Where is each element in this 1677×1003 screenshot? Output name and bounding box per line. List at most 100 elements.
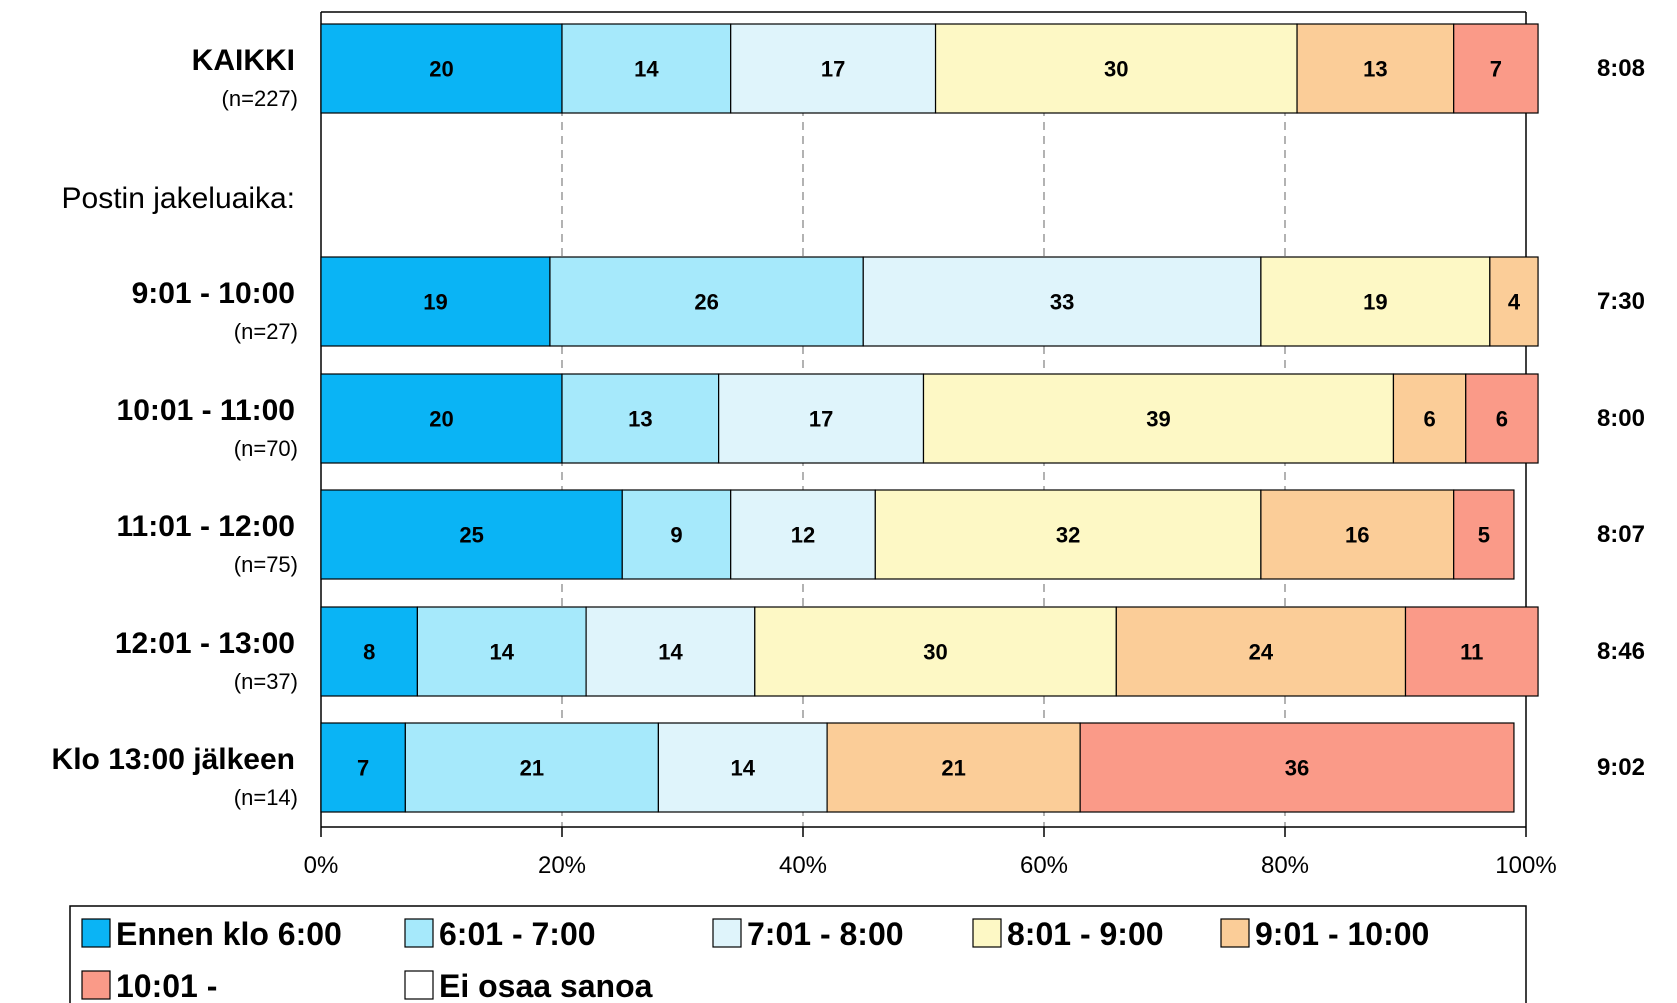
bar-segment (1404, 606, 1539, 697)
legend-label: 6:01 - 7:00 (439, 916, 596, 952)
bar-value-label: 32 (1056, 523, 1080, 548)
bar-value-label: 30 (1104, 57, 1128, 82)
bar-value-label: 14 (634, 57, 659, 82)
bar-value-label: 17 (809, 407, 833, 432)
bar-segment (826, 722, 1081, 813)
bar-segment (561, 23, 732, 114)
bar-segment (1115, 606, 1407, 697)
x-tick-label: 20% (538, 852, 586, 879)
bar-value-label: 21 (941, 756, 965, 781)
bar-segment (874, 489, 1262, 580)
bar-value-label: 9 (670, 523, 682, 548)
bars: 20 14 17 30 13 7 19 26 33 19 4 20 13 17 39 6 6 25 9 12 32 16 5… (320, 23, 1539, 813)
bar-value-label: 20 (429, 57, 453, 82)
bar-value-label: 19 (423, 290, 447, 315)
bar-value-label: 36 (1285, 756, 1309, 781)
bar-value-label: 7 (1490, 57, 1502, 82)
side-value: 9:02 (1597, 754, 1645, 781)
bar-segment (730, 23, 937, 114)
bar-value-label: 39 (1146, 407, 1170, 432)
bar-value-label: 5 (1478, 523, 1490, 548)
x-tick-label: 60% (1020, 852, 1068, 879)
side-value: 7:30 (1597, 288, 1645, 315)
row-label: 12:01 - 13:00 (115, 627, 295, 660)
legend-swatch (712, 918, 742, 948)
bar-value-label: 7 (357, 756, 369, 781)
x-tick-label: 100% (1495, 852, 1556, 879)
bar-segment (320, 256, 551, 347)
bar-value-label: 14 (658, 640, 683, 665)
side-value: 8:07 (1597, 521, 1645, 548)
row-label: 11:01 - 12:00 (117, 510, 295, 543)
bar-segment (730, 489, 876, 580)
bar-value-label: 24 (1249, 640, 1274, 665)
bar-segment (320, 606, 419, 697)
legend-swatch (1220, 918, 1250, 948)
row-labels: KAIKKI (n=227) 9:01 - 10:00 (n=27) 10:01 - 1… (52, 44, 298, 810)
row-label: Klo 13:00 jälkeen (52, 743, 295, 776)
bar-value-label: 30 (923, 640, 947, 665)
side-values: 8:08 7:30 8:00 8:07 8:46 9:02 (1597, 55, 1645, 781)
row-n-label: (n=37) (234, 669, 298, 694)
row-label: 9:01 - 10:00 (132, 277, 295, 310)
bar-value-label: 33 (1050, 290, 1074, 315)
bar-segment (718, 373, 925, 464)
bar-value-label: 19 (1363, 290, 1387, 315)
bar-segment (754, 606, 1117, 697)
legend-box (69, 905, 1527, 1003)
bar-value-label: 17 (821, 57, 845, 82)
legend-label: 10:01 - (116, 968, 217, 1003)
row-n-label: (n=14) (234, 785, 298, 810)
bar-value-label: 20 (429, 407, 453, 432)
bar-value-label: 11 (1460, 640, 1483, 665)
bar-value-label: 26 (694, 290, 718, 315)
bar-segment (1296, 23, 1455, 114)
legend-label: 8:01 - 9:00 (1007, 916, 1164, 952)
bar-value-label: 6 (1423, 407, 1435, 432)
legend-label: Ennen klo 6:00 (116, 916, 342, 952)
bar-segment (1453, 489, 1515, 580)
row-label: KAIKKI (192, 44, 295, 77)
bar-value-label: 6 (1496, 407, 1508, 432)
bar-segment (1453, 23, 1539, 114)
bar-segment (320, 489, 623, 580)
legend-swatch (404, 918, 434, 948)
bar-segment (621, 489, 732, 580)
legend-label: Ei osaa sanoa (439, 968, 653, 1003)
legend-swatch (972, 918, 1002, 948)
bar-value-label: 14 (490, 640, 515, 665)
x-tick-label: 40% (779, 852, 827, 879)
legend: Ennen klo 6:00 6:01 - 7:00 7:01 - 8:00 8:01… (69, 905, 1527, 1003)
bar-segment (1392, 373, 1467, 464)
x-tick-label: 0% (304, 852, 339, 879)
bar-value-label: 12 (791, 523, 815, 548)
legend-swatch (404, 970, 434, 1000)
bar-segment (1489, 256, 1539, 347)
bar-value-label: 13 (1363, 57, 1387, 82)
bar-segment (549, 256, 864, 347)
row-n-label: (n=227) (222, 86, 298, 111)
side-value: 8:08 (1597, 55, 1645, 82)
bar-segment (1465, 373, 1539, 464)
section-label: Postin jakeluaika: (62, 182, 295, 215)
legend-swatch (81, 918, 111, 948)
x-axis: 0% 20% 40% 60% 80% 100% (304, 826, 1557, 879)
bar-value-label: 14 (731, 756, 756, 781)
row-n-label: (n=70) (234, 436, 298, 461)
bar-segment (1079, 722, 1515, 813)
x-tick-label: 80% (1261, 852, 1309, 879)
bar-value-label: 16 (1345, 523, 1369, 548)
bar-segment (1260, 489, 1455, 580)
bar-segment (561, 373, 720, 464)
legend-label: 7:01 - 8:00 (747, 916, 904, 952)
bar-segment (320, 23, 563, 114)
legend-swatch (81, 970, 111, 1000)
bar-value-label: 13 (628, 407, 652, 432)
bar-value-label: 4 (1508, 290, 1521, 315)
side-value: 8:46 (1597, 638, 1645, 665)
bar-value-label: 25 (459, 523, 483, 548)
bar-value-label: 8 (363, 640, 375, 665)
side-value: 8:00 (1597, 405, 1645, 432)
bar-segment (862, 256, 1262, 347)
